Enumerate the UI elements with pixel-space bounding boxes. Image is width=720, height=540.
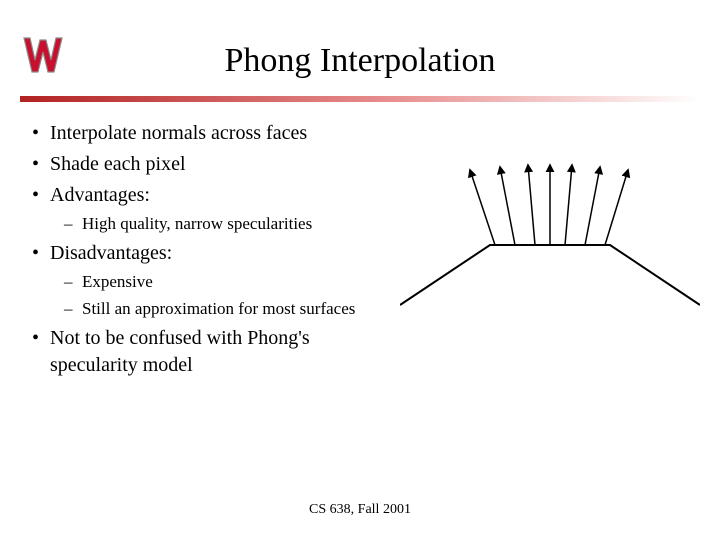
sub-bullet-item: High quality, narrow specularities <box>32 213 392 236</box>
bullet-item: Disadvantages: <box>32 240 392 267</box>
bullet-item: Shade each pixel <box>32 151 392 178</box>
normals-diagram <box>400 155 700 325</box>
sub-bullet-item: Still an approximation for most surfaces <box>32 298 392 321</box>
slide: Phong Interpolation Interpolate normals … <box>0 0 720 540</box>
title-rule <box>20 96 700 102</box>
sub-bullet-item: Expensive <box>32 271 392 294</box>
slide-footer: CS 638, Fall 2001 <box>0 502 720 518</box>
body-text: Interpolate normals across faces Shade e… <box>32 120 392 383</box>
bullet-item: Advantages: <box>32 182 392 209</box>
bullet-item: Not to be confused with Phong's specular… <box>32 325 392 379</box>
slide-title: Phong Interpolation <box>0 42 720 80</box>
bullet-item: Interpolate normals across faces <box>32 120 392 147</box>
